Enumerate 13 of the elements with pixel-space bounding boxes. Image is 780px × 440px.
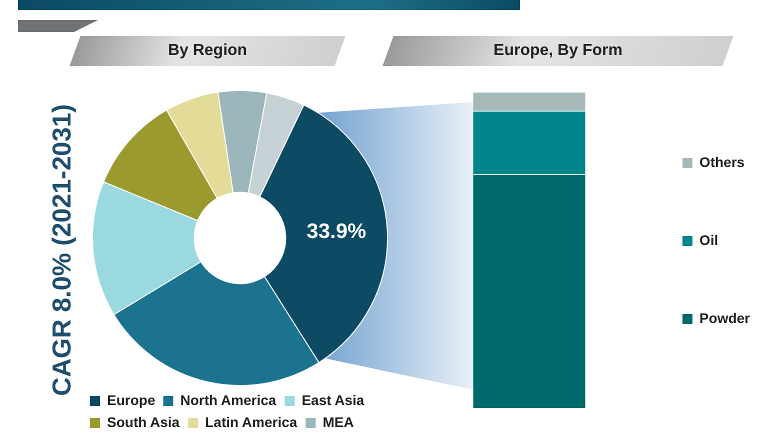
legend-label: Europe (107, 392, 156, 408)
legend-label: Others (699, 154, 745, 170)
legend-label: Latin America (205, 414, 298, 430)
legend-label: East Asia (302, 392, 364, 408)
legend-label: North America (180, 392, 276, 408)
legend-label: Oil (699, 232, 718, 248)
legend-label: Powder (699, 310, 751, 326)
chart-title: By Region (166, 41, 248, 61)
text: CAGR 8.0% (2021-2031) (46, 104, 78, 396)
chart-title: Europe, By Form (492, 41, 624, 61)
data-label: 33.9% (306, 220, 367, 244)
legend-label: South Asia (107, 414, 180, 430)
legend-label: MEA (322, 414, 354, 430)
